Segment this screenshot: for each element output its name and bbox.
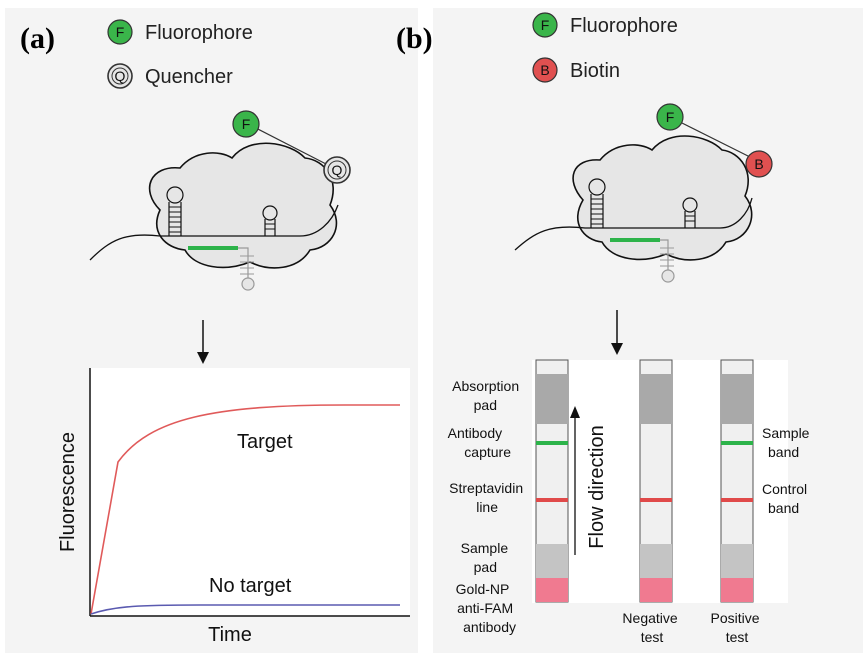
- label-control-band: Control band: [762, 481, 811, 516]
- curve-label-no-target: No target: [209, 575, 292, 597]
- legend-b-fluor-text: Fluorophore: [570, 15, 678, 37]
- rna-strand: [89, 204, 339, 261]
- rna-complex-a: F Q: [89, 110, 351, 291]
- panel-b: (b) F Fluorophore B Biotin: [396, 12, 813, 645]
- legend-a-quench-text: Quencher: [145, 66, 233, 88]
- hairpin-right: [262, 205, 278, 236]
- panel-b-label: (b): [396, 22, 433, 55]
- arrow-a: [197, 320, 209, 364]
- strip-main-red-band: [536, 498, 568, 502]
- hairpin-right: [682, 197, 698, 228]
- hairpin-bottom: [660, 239, 675, 283]
- rna-blob: [572, 135, 753, 261]
- label-absorption-pad: Absorption pad: [452, 378, 523, 413]
- caption-positive-test: Positive test: [711, 610, 764, 645]
- legend-a-fluor-text: Fluorophore: [145, 22, 253, 44]
- curve-target: [90, 404, 400, 615]
- legend-b-biotin-letter: B: [540, 62, 549, 78]
- probe-tether-b: [675, 119, 753, 159]
- label-sample-pad: Sample pad: [461, 540, 512, 575]
- test-strip-main: [535, 359, 569, 603]
- label-sample-band: Sample band: [762, 425, 813, 460]
- test-strip-positive: [720, 359, 754, 603]
- curve-no-target: [90, 604, 400, 615]
- curve-label-target: Target: [237, 431, 293, 453]
- fluorophore-icon-probe: [232, 110, 260, 138]
- strip-labels-left: Absorption pad Antibody capture Streptav…: [448, 378, 527, 635]
- label-antibody-capture: Antibody capture: [448, 425, 512, 460]
- flow-direction: Flow direction: [570, 406, 608, 555]
- label-gold-np: Gold-NP anti-FAM antibody: [456, 581, 517, 635]
- y-axis-label: Fluorescence: [57, 432, 79, 552]
- fluorophore-icon: [532, 12, 558, 38]
- label-streptavidin-line: Streptavidin line: [449, 480, 527, 515]
- legend-a-quench-letter: Q: [115, 68, 126, 84]
- hairpin-left: [588, 178, 606, 228]
- hairpin-left: [166, 186, 184, 236]
- biotin-icon-probe: [745, 150, 773, 178]
- rna-blob: [148, 142, 338, 269]
- fluorophore-icon-probe: [656, 103, 684, 131]
- test-strip-negative: [639, 359, 673, 603]
- panel-a-legend: F Fluorophore Q Quencher: [107, 19, 253, 89]
- probe-a-quench-letter: Q: [332, 162, 343, 178]
- hairpin-bottom: [238, 247, 255, 291]
- probe-a-fluor-letter: F: [242, 116, 251, 132]
- strip-negative-red-band: [640, 498, 672, 502]
- arrow-b: [611, 310, 623, 355]
- fluorescence-plot: Target No target Time Fluorescence: [57, 368, 410, 646]
- strip-captions: Negative test Positive test: [622, 610, 764, 645]
- rna-complex-b: F B: [514, 103, 773, 283]
- legend-b-biotin-text: Biotin: [570, 60, 620, 82]
- panel-a-label: (a): [20, 22, 55, 55]
- strip-labels-right: Sample band Control band: [762, 425, 813, 516]
- quencher-icon-inner: [111, 67, 129, 85]
- fluorophore-icon: [107, 19, 133, 45]
- panel-b-legend: F Fluorophore B Biotin: [532, 12, 678, 83]
- flow-arrow-head: [570, 406, 580, 418]
- caption-negative-test: Negative test: [622, 610, 681, 645]
- probe-b-biotin-letter: B: [754, 156, 763, 172]
- strip-main-green-band: [536, 441, 568, 445]
- probe-b-fluor-letter: F: [666, 109, 675, 125]
- biotin-icon: [532, 57, 558, 83]
- probe-tether-a: [251, 125, 329, 166]
- legend-a-fluor-letter: F: [116, 24, 125, 40]
- strip-positive-red-band: [721, 498, 753, 502]
- panel-a: (a) F Fluorophore Q Quencher: [20, 19, 410, 646]
- x-axis-label: Time: [208, 624, 252, 646]
- strip-positive-green-band: [721, 441, 753, 445]
- legend-b-fluor-letter: F: [541, 17, 550, 33]
- flow-direction-label: Flow direction: [586, 425, 608, 548]
- rna-strand: [514, 197, 753, 251]
